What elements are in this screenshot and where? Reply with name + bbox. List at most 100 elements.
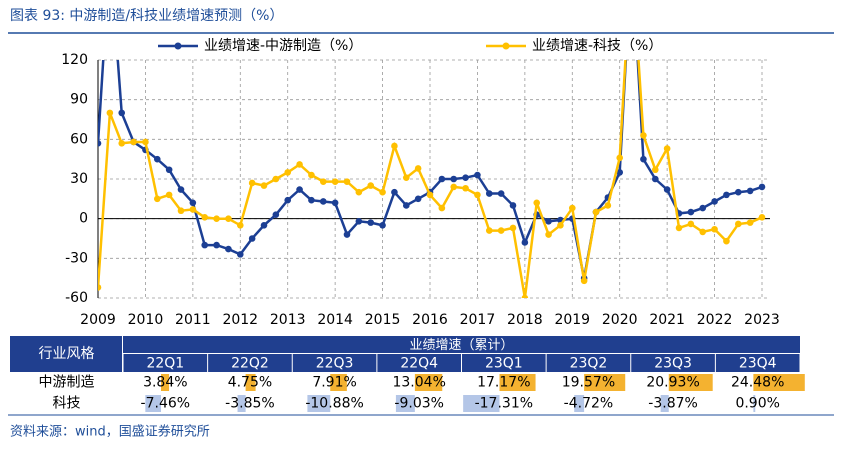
legend-marker — [502, 42, 510, 50]
row-label: 科技 — [53, 396, 81, 412]
series-marker — [675, 224, 683, 232]
series-marker — [485, 227, 493, 234]
y-tick-label: 30 — [70, 171, 88, 187]
series-marker — [118, 109, 126, 117]
cell-value: 17.17% — [477, 375, 530, 391]
x-tick-label: 2019 — [554, 312, 590, 328]
series-marker — [284, 196, 292, 204]
x-tick-label: 2021 — [649, 312, 685, 328]
series-marker — [248, 235, 256, 242]
cell-value: -7.46% — [141, 396, 191, 412]
y-tick-label: 120 — [61, 52, 88, 68]
series-marker — [355, 188, 363, 196]
cell-value: 24.48% — [731, 375, 784, 391]
series-marker — [723, 191, 730, 199]
x-tick-label: 2018 — [507, 312, 543, 328]
series-marker — [616, 169, 624, 176]
series-marker — [414, 165, 422, 172]
series-marker — [165, 166, 173, 174]
y-tick-label: 60 — [70, 131, 88, 147]
data-bar — [668, 374, 713, 391]
column-header: 23Q1 — [485, 356, 523, 372]
series-marker — [651, 166, 659, 174]
series-marker — [177, 186, 185, 193]
y-tick-label: 90 — [70, 92, 88, 108]
series-marker — [296, 161, 303, 168]
x-tick-label: 2009 — [80, 312, 116, 328]
series-marker — [734, 220, 742, 228]
series-marker — [177, 207, 185, 215]
series-marker — [319, 178, 327, 185]
column-header: 22Q2 — [231, 356, 269, 372]
series-marker — [272, 211, 280, 218]
data-bar — [753, 395, 756, 412]
series-marker — [426, 191, 434, 199]
series-marker — [248, 179, 256, 187]
series-marker — [402, 174, 410, 181]
column-header: 22Q1 — [146, 356, 184, 372]
x-tick-label: 2020 — [602, 312, 638, 328]
series-marker — [734, 188, 742, 196]
data-bar — [395, 395, 415, 412]
x-tick-label: 2016 — [412, 312, 448, 328]
data-bar — [574, 395, 585, 412]
series-marker — [474, 191, 481, 199]
column-header: 22Q4 — [400, 356, 438, 372]
data-bar — [161, 374, 170, 391]
data-bar — [463, 395, 500, 412]
series-marker — [331, 199, 339, 207]
series-marker — [284, 169, 292, 176]
x-tick-label: 2012 — [222, 312, 258, 328]
series-marker — [557, 221, 564, 229]
column-header: 23Q3 — [654, 356, 692, 372]
plot: -60 -30 0 30 60 90 120 2009 2010 2011 2012 2013 2014… — [61, 38, 780, 328]
series-marker — [497, 190, 505, 197]
series-group — [98, 60, 766, 298]
series-marker — [260, 182, 268, 189]
legend-label: 业绩增速-中游制造（%） — [204, 38, 362, 54]
series-marker — [746, 219, 754, 226]
series-marker — [343, 178, 351, 185]
series-marker — [379, 188, 386, 196]
cell-value: -9.03% — [394, 396, 444, 412]
series-marker — [568, 204, 576, 212]
column-header: 23Q4 — [739, 356, 777, 372]
series-marker — [189, 199, 197, 207]
column-header-cell — [546, 354, 631, 372]
data-bar — [660, 395, 669, 412]
header-cell — [123, 336, 800, 353]
x-tick-label: 2011 — [175, 312, 211, 328]
series-marker — [450, 183, 458, 191]
series-marker — [98, 284, 102, 291]
x-tick-label: 2015 — [365, 312, 401, 328]
column-header: 22Q3 — [316, 356, 354, 372]
data-bar — [584, 374, 626, 391]
series-marker — [746, 187, 754, 195]
series-marker — [272, 175, 280, 183]
column-header-cell — [631, 354, 715, 372]
column-header: 23Q2 — [570, 356, 608, 372]
header-cell — [10, 336, 122, 372]
source-note: 资料来源：wind，国盛证券研究所 — [10, 424, 210, 440]
column-header-cell — [292, 354, 377, 372]
series-marker — [758, 214, 766, 221]
legend-marker — [174, 42, 182, 50]
series-marker — [343, 231, 351, 238]
x-tick-label: 2023 — [744, 312, 780, 328]
data-bar — [499, 374, 536, 391]
series-marker — [153, 155, 161, 163]
cell-value: -3.85% — [225, 396, 275, 412]
y-tick-label: -30 — [65, 250, 88, 266]
series-marker — [592, 208, 600, 216]
header-label: 行业风格 — [39, 346, 95, 362]
cell-value: -4.72% — [564, 396, 614, 412]
series-marker — [130, 138, 137, 146]
series-marker — [580, 277, 588, 285]
header-label: 业绩增速（累计） — [409, 338, 513, 353]
data-bar — [237, 395, 246, 412]
series-marker — [509, 224, 517, 232]
x-tick-label: 2017 — [460, 312, 496, 328]
data-bar — [145, 395, 161, 412]
cell-value: 4.75% — [228, 375, 272, 391]
